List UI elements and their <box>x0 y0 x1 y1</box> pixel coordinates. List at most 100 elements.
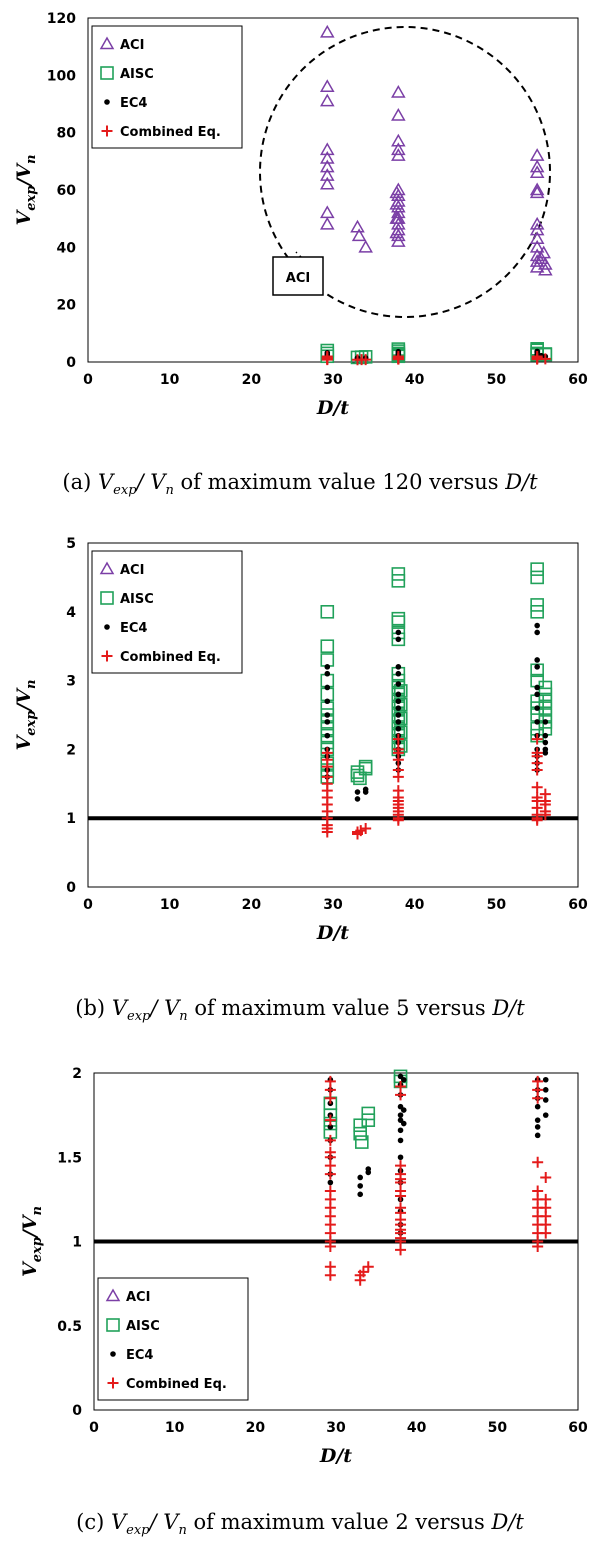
chart-c-svg: 0 10 20 30 40 50 60 0 0.5 1 1.5 2 D/t Vexp/Vn ACI AISC E… <box>19 1066 588 1467</box>
legend-label-a-aci: ACI <box>120 38 144 53</box>
point-c-combined-24 <box>395 1089 407 1101</box>
point-b-ec4-5 <box>324 719 331 725</box>
point-b-ec4-33 <box>534 629 540 636</box>
legend-marker-b-combined <box>101 650 113 662</box>
point-c-ec4-13 <box>365 1169 372 1176</box>
x-tick-c-0: 0 <box>89 1420 99 1436</box>
point-c-combined-2 <box>324 1092 336 1104</box>
y-tick-c-2: 2 <box>72 1066 82 1082</box>
chart-a-svg: 0 10 20 30 40 50 60 0 20 40 60 80 100 120 D/t Vexp/Vn AC… <box>13 11 588 419</box>
point-c-ec4-41 <box>542 1097 549 1103</box>
legend-marker-c-ec4 <box>110 1351 116 1357</box>
point-a-aci-6 <box>319 168 335 181</box>
legend-label-c-combined: Combined Eq. <box>126 1377 227 1392</box>
point-b-ec4-20 <box>395 691 402 698</box>
point-a-aci-14 <box>391 107 406 121</box>
point-a-aci-36 <box>529 185 545 199</box>
point-b-ec4-25 <box>395 725 402 732</box>
x-tick-c-50: 50 <box>488 1420 508 1436</box>
legend-marker-c-aci <box>105 1288 121 1302</box>
point-a-aci-12 <box>358 239 373 253</box>
point-c-ec4-37 <box>534 1124 541 1130</box>
point-b-aisc-45 <box>530 598 544 612</box>
point-b-ec4-24 <box>395 719 402 725</box>
x-tick-a-30: 30 <box>323 372 343 388</box>
point-b-ec4-6 <box>324 732 331 739</box>
point-b-combined-2 <box>321 761 333 773</box>
point-b-ec4-15 <box>395 629 402 636</box>
x-tick-b-10: 10 <box>160 897 180 913</box>
legend-marker-c-aisc <box>106 1318 120 1332</box>
legend-label-b-ec4: EC4 <box>120 621 147 636</box>
y-tick-c-1.5: 1.5 <box>57 1150 82 1166</box>
x-tick-b-30: 30 <box>323 897 343 913</box>
x-tick-b-0: 0 <box>83 897 93 913</box>
point-b-aisc-39 <box>393 697 408 712</box>
y-tick-a-0: 0 <box>66 355 76 371</box>
point-b-aisc-40 <box>393 711 408 726</box>
point-b-combined-16 <box>360 823 372 835</box>
point-c-ec4-35 <box>534 1103 541 1110</box>
legend-marker-a-aci <box>99 36 115 50</box>
y-axis-title-c: Vexp/Vn <box>19 1206 45 1277</box>
legend-box-c <box>97 1277 249 1401</box>
point-a-aci-11 <box>351 228 367 242</box>
point-b-ec4-23 <box>395 712 402 718</box>
point-a-combined-4 <box>321 354 333 366</box>
x-axis-title-a: D/t <box>316 397 349 419</box>
point-a-aci-16 <box>391 142 406 156</box>
point-b-combined-37 <box>531 781 543 793</box>
point-c-ec4-9 <box>357 1174 364 1181</box>
x-tick-c-30: 30 <box>326 1420 346 1436</box>
x-tick-c-60: 60 <box>568 1420 588 1436</box>
caption-a: (a) Vexp/ Vn of maximum value 120 versus… <box>0 470 600 498</box>
point-b-ec4-3 <box>324 698 331 705</box>
y-tick-a-60: 60 <box>57 183 77 199</box>
caption-a-expr: Vexp/ Vn <box>98 470 174 499</box>
point-b-aisc-56 <box>538 694 553 709</box>
point-b-ec4-1 <box>324 670 331 677</box>
point-b-aisc-43 <box>530 562 544 576</box>
legend-marker-c-combined <box>107 1377 119 1389</box>
point-a-aci-3 <box>319 142 335 156</box>
point-b-ec4-32 <box>534 622 540 629</box>
legend-label-a-combined: Combined Eq. <box>120 125 221 140</box>
legend-label-b-aci: ACI <box>120 563 144 578</box>
point-c-combined-39 <box>395 1244 407 1256</box>
point-a-aci-2 <box>319 93 335 107</box>
point-c-ec4-20 <box>397 1127 404 1134</box>
point-c-aisc-5 <box>353 1126 368 1141</box>
point-c-combined-51 <box>532 1241 544 1253</box>
point-b-ec4-2 <box>324 684 331 691</box>
caption-c-prefix: (c) <box>76 1510 105 1534</box>
point-b-aisc-44 <box>530 570 544 585</box>
point-a-aci-27 <box>391 234 406 247</box>
point-a-aci-37 <box>529 216 545 230</box>
x-tick-a-50: 50 <box>487 372 507 388</box>
legend-box-a <box>91 25 243 149</box>
x-tick-a-40: 40 <box>405 372 425 388</box>
point-b-ec4-22 <box>395 705 402 711</box>
point-c-ec4-39 <box>542 1076 549 1083</box>
point-a-combined-17 <box>539 353 551 365</box>
point-c-combined-57 <box>540 1227 552 1239</box>
point-c-combined-20 <box>354 1274 366 1286</box>
caption-b: (b) Vexp/ Vn of maximum value 5 versus D… <box>0 996 600 1024</box>
point-a-aci-17 <box>391 148 406 161</box>
point-a-aci-13 <box>391 85 406 98</box>
legend-box-b <box>91 550 243 674</box>
caption-a-middle: of maximum value 120 versus <box>180 470 499 494</box>
point-c-ec4-31 <box>400 1120 407 1127</box>
y-tick-b-4: 4 <box>66 605 76 621</box>
point-b-ec4-11 <box>354 789 361 795</box>
y-tick-c-0.5: 0.5 <box>57 1319 82 1335</box>
x-tick-a-10: 10 <box>160 372 180 388</box>
x-tick-c-10: 10 <box>165 1420 185 1436</box>
point-c-ec4-18 <box>397 1112 404 1118</box>
point-b-ec4-46 <box>542 732 549 739</box>
legend-label-a-aisc: AISC <box>120 67 154 82</box>
point-a-aci-9 <box>319 216 335 230</box>
point-b-ec4-4 <box>324 712 331 718</box>
point-b-ec4-0 <box>324 664 331 670</box>
legend-label-c-aci: ACI <box>126 1290 150 1305</box>
